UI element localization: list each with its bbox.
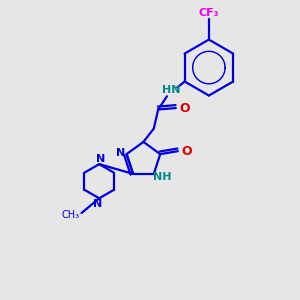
Text: N: N: [96, 154, 105, 164]
Text: NH: NH: [153, 172, 171, 182]
Text: O: O: [182, 145, 192, 158]
Text: O: O: [179, 101, 190, 115]
Text: CH₃: CH₃: [61, 210, 79, 220]
Text: HN: HN: [162, 85, 181, 95]
Text: N: N: [116, 148, 125, 158]
Text: CF₃: CF₃: [199, 8, 219, 17]
Text: N: N: [93, 199, 102, 208]
